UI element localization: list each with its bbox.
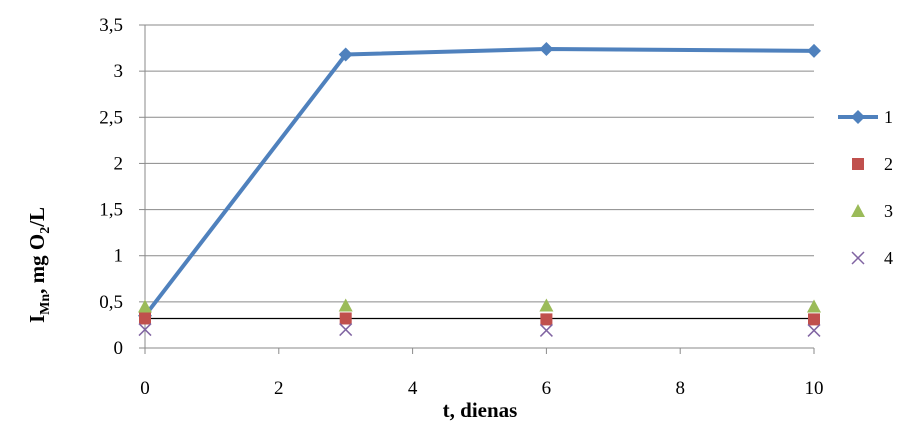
data-point [807, 299, 821, 313]
legend-label: 2 [884, 154, 893, 174]
legend-label: 1 [884, 107, 893, 127]
data-point [807, 43, 821, 58]
y-axis-label-main: I [25, 315, 49, 323]
legend-marker [851, 204, 865, 217]
x-tick-label: 6 [542, 378, 552, 399]
legend-marker [851, 251, 865, 265]
x-tick-label: 10 [805, 378, 824, 399]
legend-entry: 2 [852, 154, 893, 174]
y-axis-label-rest-b: /L [25, 207, 49, 228]
legend-marker [852, 158, 864, 170]
data-point [338, 47, 353, 62]
marker-stroke [851, 251, 865, 265]
x-tick-label: 4 [408, 378, 418, 399]
x-tick-labels: 0 2 4 6 8 10 [140, 378, 823, 399]
axes [139, 24, 815, 354]
x-tick-label: 8 [675, 378, 685, 399]
data-point [539, 298, 554, 312]
y-tick-label: 3,5 [99, 15, 123, 36]
y-tick-label: 0 [114, 338, 124, 359]
data-point [807, 323, 821, 337]
grid-lines [145, 24, 814, 303]
data-point [138, 299, 152, 313]
x-tick-label: 0 [140, 378, 150, 399]
marker-stroke [138, 323, 152, 337]
data-point [339, 312, 352, 325]
x-axis-label: t, dienas [443, 398, 518, 422]
y-tick-label: 3 [114, 61, 124, 82]
y-tick-labels: 0 0,5 1 1,5 2 2,5 3 3,5 [99, 15, 123, 359]
series-group [138, 41, 821, 337]
legend-label: 4 [884, 248, 893, 268]
y-tick-label: 1,5 [99, 200, 123, 221]
series-1 [138, 41, 821, 323]
x-tick-label: 2 [274, 378, 284, 399]
series-line [143, 46, 815, 317]
legend-entry: 4 [851, 248, 893, 268]
marker-stroke [539, 323, 553, 337]
marker-stroke [807, 323, 821, 337]
series-2 [139, 312, 820, 326]
data-point [540, 313, 553, 326]
series-4 [138, 323, 821, 337]
legend-entry: 3 [851, 201, 893, 221]
y-axis-label-sub: Mn [38, 294, 53, 315]
data-point [539, 323, 553, 337]
data-point [138, 323, 152, 337]
y-tick-label: 0,5 [99, 292, 123, 313]
legend-entry: 1 [838, 107, 893, 127]
marker-stroke [339, 323, 353, 337]
y-axis-label: IMn, mg O2/L [25, 207, 53, 323]
series-3 [138, 298, 821, 313]
legend: 1 2 3 4 [838, 107, 893, 268]
y-tick-label: 2 [114, 153, 124, 174]
data-point [338, 298, 353, 312]
data-point [339, 323, 353, 337]
y-axis-label-sub2: 2 [38, 227, 53, 234]
y-tick-label: 1 [114, 246, 124, 267]
data-point [139, 312, 151, 325]
data-point [808, 313, 820, 326]
y-axis-label-rest-a: , mg O [25, 234, 49, 294]
legend-marker [851, 110, 865, 124]
legend-label: 3 [884, 201, 893, 221]
data-point [539, 41, 554, 56]
y-tick-label: 2,5 [99, 107, 123, 128]
